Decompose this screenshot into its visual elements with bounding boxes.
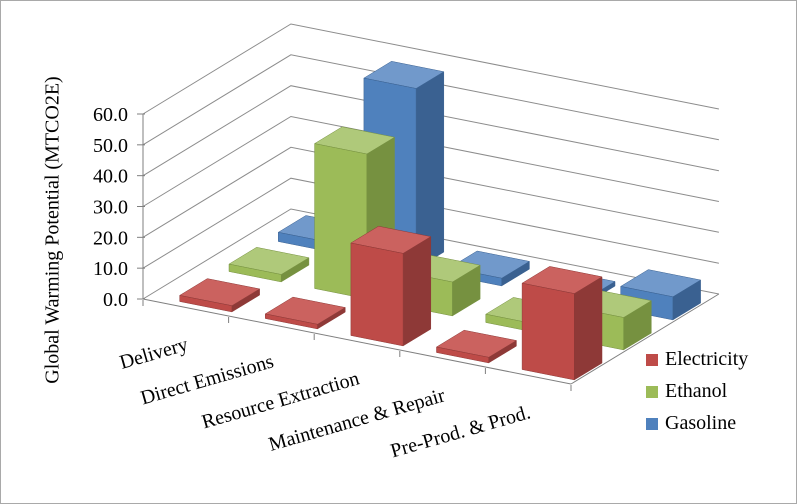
gridlines — [142, 23, 719, 300]
bars — [179, 61, 701, 381]
bar-electricity-maintenance-repair — [436, 329, 517, 364]
y-tick-label: 10.0 — [93, 258, 128, 280]
bar-electricity-direct-emissions — [265, 296, 346, 330]
bar-electricity-resource-extraction — [350, 225, 432, 347]
y-tick-label: 0.0 — [103, 289, 128, 311]
floor-right-edge — [570, 293, 720, 385]
y-tick-label: 40.0 — [93, 166, 128, 188]
legend: Electricity Ethanol Gasoline — [646, 348, 748, 435]
bar-electricity-delivery — [179, 278, 260, 313]
legend-item-gasoline: Gasoline — [646, 412, 748, 435]
y-tick-label: 20.0 — [93, 227, 128, 249]
electricity-swatch-icon — [646, 353, 658, 366]
category-label-delivery: Delivery — [117, 333, 190, 373]
legend-item-electricity: Electricity — [646, 348, 748, 371]
legend-label-electricity: Electricity — [665, 348, 749, 370]
y-tick-labels: 0.0 10.0 20.0 30.0 40.0 50.0 60.0 — [93, 104, 128, 311]
y-tick-label: 50.0 — [93, 135, 128, 157]
y-tick-label: 60.0 — [93, 104, 128, 126]
y-tick-label: 30.0 — [93, 197, 128, 219]
bar-electricity-pre-prod-prod — [521, 266, 603, 381]
bar-ethanol-delivery — [228, 247, 310, 283]
legend-label-ethanol: Ethanol — [665, 380, 728, 402]
y-axis-title: Global Warming Potential (MTCO2E) — [41, 76, 64, 384]
legend-label-gasoline: Gasoline — [665, 412, 737, 434]
legend-item-ethanol: Ethanol — [646, 380, 748, 403]
gasoline-swatch-icon — [646, 417, 658, 430]
ethanol-swatch-icon — [646, 385, 658, 398]
x-axis — [142, 298, 572, 385]
axes — [137, 113, 720, 391]
